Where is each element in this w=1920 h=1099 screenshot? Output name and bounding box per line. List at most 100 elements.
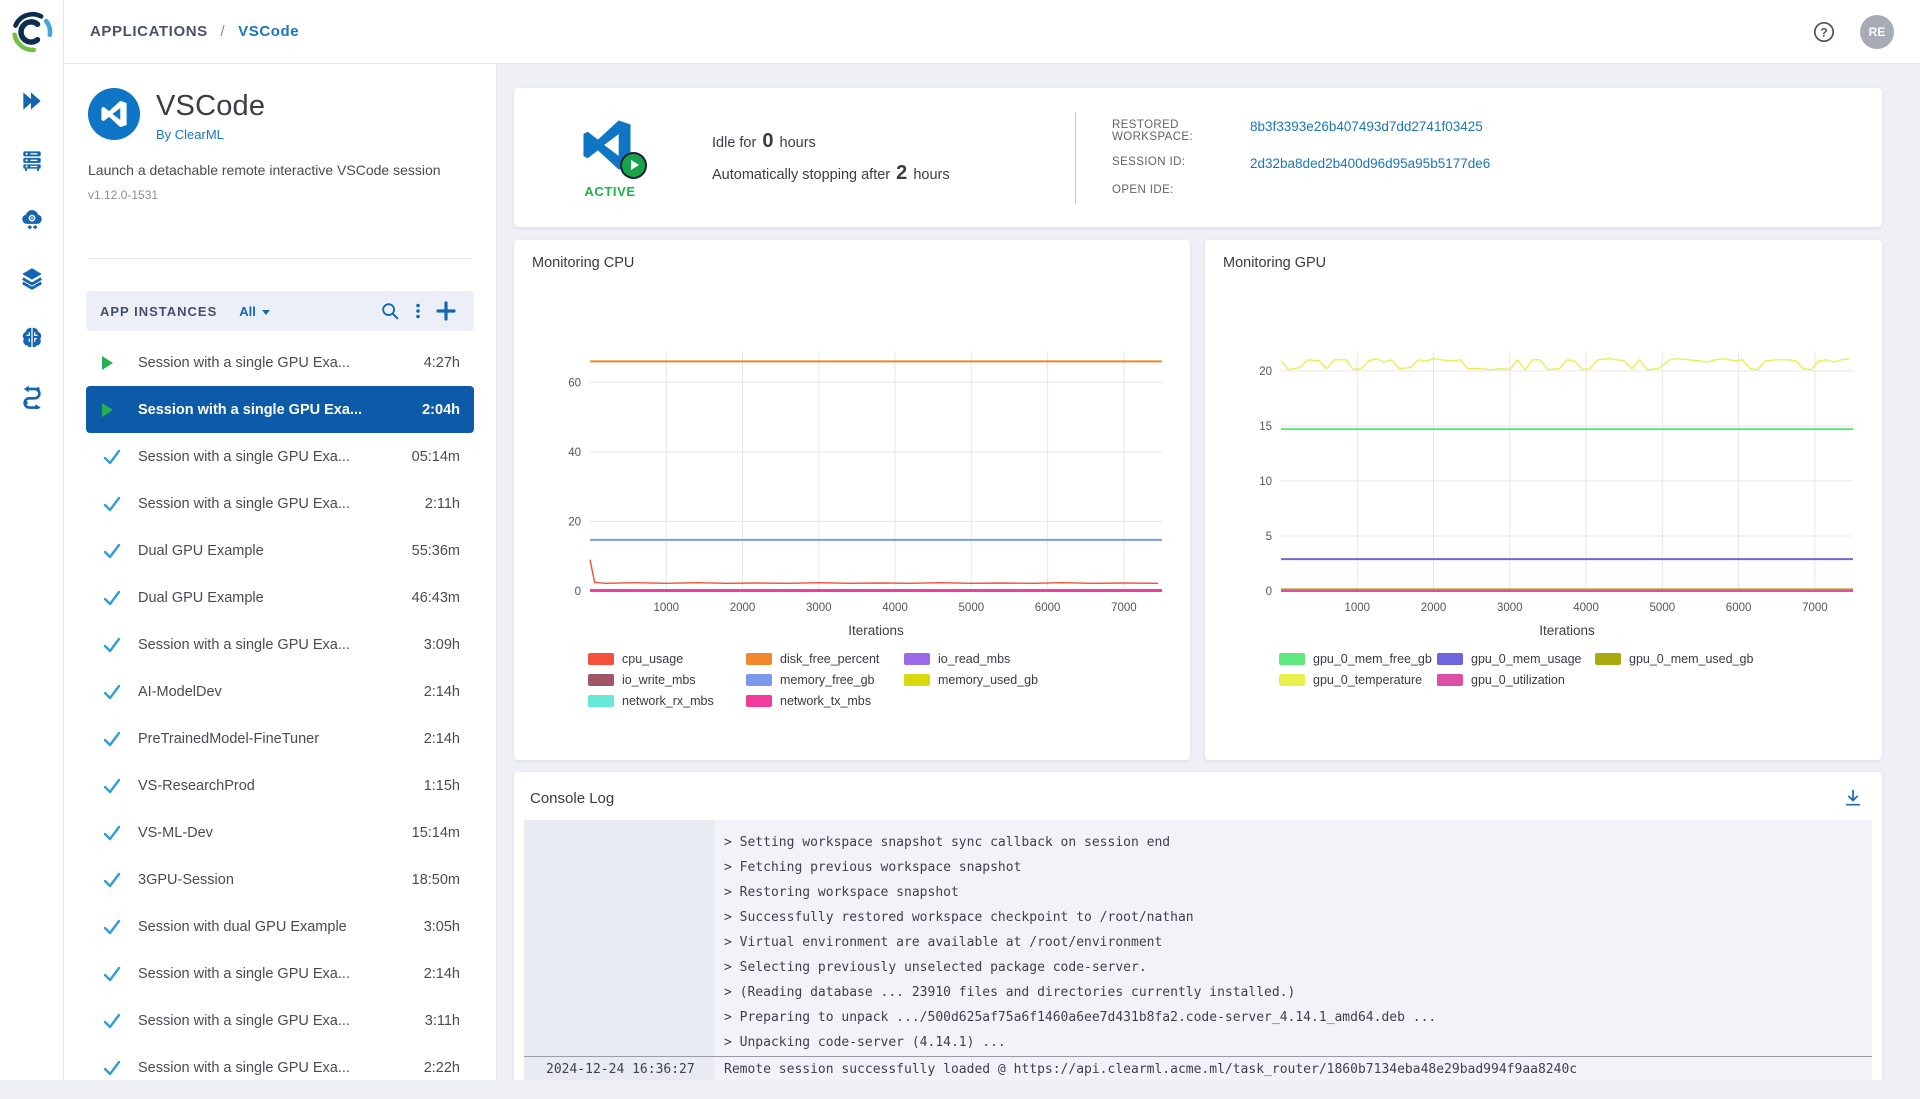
completed-check-icon (102, 776, 122, 796)
svg-text:1000: 1000 (653, 602, 679, 614)
instance-name: VS-ML-Dev (138, 825, 394, 841)
clearml-logo[interactable] (10, 10, 54, 54)
workers-queues-icon[interactable] (19, 147, 45, 173)
legend-item: network_tx_mbs (746, 694, 904, 708)
instance-duration: 3:11h (394, 1013, 460, 1029)
breadcrumb-vscode[interactable]: VSCode (238, 23, 299, 40)
svg-text:40: 40 (568, 447, 581, 459)
list-item[interactable]: Session with a single GPU Exa... 2:22h (86, 1044, 474, 1091)
instance-duration: 46:43m (394, 590, 460, 606)
download-log-button[interactable] (1840, 785, 1866, 811)
completed-check-icon (102, 1011, 122, 1031)
list-item[interactable]: Session with a single GPU Exa... 2:14h (86, 950, 474, 997)
search-button[interactable] (376, 297, 404, 325)
legend-swatch (904, 674, 930, 686)
legend-label: network_rx_mbs (622, 694, 714, 708)
svg-text:Iterations: Iterations (848, 623, 904, 638)
instance-name: Dual GPU Example (138, 543, 394, 559)
legend-label: memory_free_gb (780, 673, 875, 687)
completed-check-icon (102, 588, 122, 608)
list-item[interactable]: PreTrainedModel-FineTuner 2:14h (86, 715, 474, 762)
log-line: > Selecting previously unselected packag… (524, 955, 1872, 980)
instance-duration: 4:27h (394, 355, 460, 371)
field-value-link[interactable]: 8b3f3393e26b407493d7dd2741f03425 (1250, 119, 1483, 134)
help-icon[interactable]: ? (1812, 20, 1836, 44)
log-line: > Preparing to unpack .../500d625af75a6f… (524, 1005, 1872, 1030)
list-item[interactable]: Session with a single GPU Exa... 2:04h (86, 386, 474, 433)
user-avatar[interactable]: RE (1860, 15, 1894, 49)
svg-text:1000: 1000 (1344, 602, 1370, 614)
applications-cloud-icon[interactable] (19, 206, 45, 232)
svg-text:7000: 7000 (1802, 602, 1828, 614)
svg-text:6000: 6000 (1726, 602, 1752, 614)
log-message: Remote session successfully loaded @ htt… (524, 1057, 1872, 1080)
instance-name: Session with a single GPU Exa... (138, 496, 394, 512)
legend-item: memory_used_gb (904, 673, 1062, 687)
svg-text:5: 5 (1266, 531, 1272, 543)
log-line: > Successfully restored workspace checkp… (524, 905, 1872, 930)
instance-duration: 3:09h (394, 637, 460, 653)
series-gpu_0_temperature (1281, 359, 1849, 370)
svg-text:2000: 2000 (730, 602, 756, 614)
list-item[interactable]: Session with a single GPU Exa... 3:09h (86, 621, 474, 668)
legend-label: gpu_0_mem_free_gb (1313, 652, 1432, 666)
breadcrumb-applications[interactable]: APPLICATIONS (90, 23, 208, 40)
completed-check-icon (102, 729, 122, 749)
running-play-icon (102, 356, 113, 370)
svg-text:0: 0 (575, 586, 581, 598)
pipelines-icon[interactable] (19, 383, 45, 409)
list-item[interactable]: Session with a single GPU Exa... 2:11h (86, 480, 474, 527)
legend-label: io_read_mbs (938, 652, 1010, 666)
list-item[interactable]: Dual GPU Example 55:36m (86, 527, 474, 574)
app-instances-title: APP INSTANCES (100, 304, 217, 319)
add-instance-button[interactable] (432, 297, 460, 325)
instance-name: Session with a single GPU Exa... (138, 1013, 394, 1029)
list-item[interactable]: 3GPU-Session 18:50m (86, 856, 474, 903)
svg-text:10: 10 (1259, 476, 1272, 488)
instance-name: Session with a single GPU Exa... (138, 966, 394, 982)
instances-filter-dropdown[interactable]: All (239, 304, 270, 319)
instance-duration: 55:36m (394, 543, 460, 559)
instance-name: AI-ModelDev (138, 684, 394, 700)
completed-check-icon (102, 917, 122, 937)
svg-text:0: 0 (1266, 586, 1272, 598)
legend-swatch (746, 674, 772, 686)
ai-brain-icon[interactable] (19, 324, 45, 350)
legend-item: io_write_mbs (588, 673, 746, 687)
field-value-link[interactable]: 2d32ba8ded2b400d96d95a95b5177de6 (1250, 156, 1490, 171)
chevrons-right-icon[interactable] (19, 88, 45, 114)
field-label: OPEN IDE: (1112, 184, 1250, 196)
list-item[interactable]: Session with dual GPU Example 3:05h (86, 903, 474, 950)
kebab-menu-button[interactable] (404, 297, 432, 325)
list-item[interactable]: VS-ML-Dev 15:14m (86, 809, 474, 856)
svg-text:?: ? (1820, 25, 1827, 39)
instance-duration: 2:14h (394, 966, 460, 982)
legend-label: disk_free_percent (780, 652, 879, 666)
console-log-area[interactable]: > Setting workspace snapshot sync callba… (524, 820, 1872, 1080)
list-item[interactable]: Session with a single GPU Exa... 4:27h (86, 339, 474, 386)
list-item[interactable]: Dual GPU Example 46:43m (86, 574, 474, 621)
app-title: VSCode (156, 90, 265, 123)
list-item[interactable]: AI-ModelDev 2:14h (86, 668, 474, 715)
instance-duration: 18:50m (394, 872, 460, 888)
svg-text:5000: 5000 (959, 602, 985, 614)
datasets-layers-icon[interactable] (19, 265, 45, 291)
list-item[interactable]: Session with a single GPU Exa... 3:11h (86, 997, 474, 1044)
legend-label: gpu_0_mem_used_gb (1629, 652, 1753, 666)
completed-check-icon (102, 870, 122, 890)
app-panel: VSCode By ClearML Launch a detachable re… (64, 64, 497, 1080)
svg-text:20: 20 (568, 516, 581, 528)
list-item[interactable]: Session with a single GPU Exa... 05:14m (86, 433, 474, 480)
svg-text:Iterations: Iterations (1539, 623, 1595, 638)
instance-name: VS-ResearchProd (138, 778, 394, 794)
instance-name: Session with a single GPU Exa... (138, 637, 394, 653)
list-item[interactable]: VS-ResearchProd 1:15h (86, 762, 474, 809)
app-by-link[interactable]: By ClearML (156, 127, 224, 142)
instance-name: Session with dual GPU Example (138, 919, 394, 935)
app-version: v1.12.0-1531 (88, 188, 472, 202)
